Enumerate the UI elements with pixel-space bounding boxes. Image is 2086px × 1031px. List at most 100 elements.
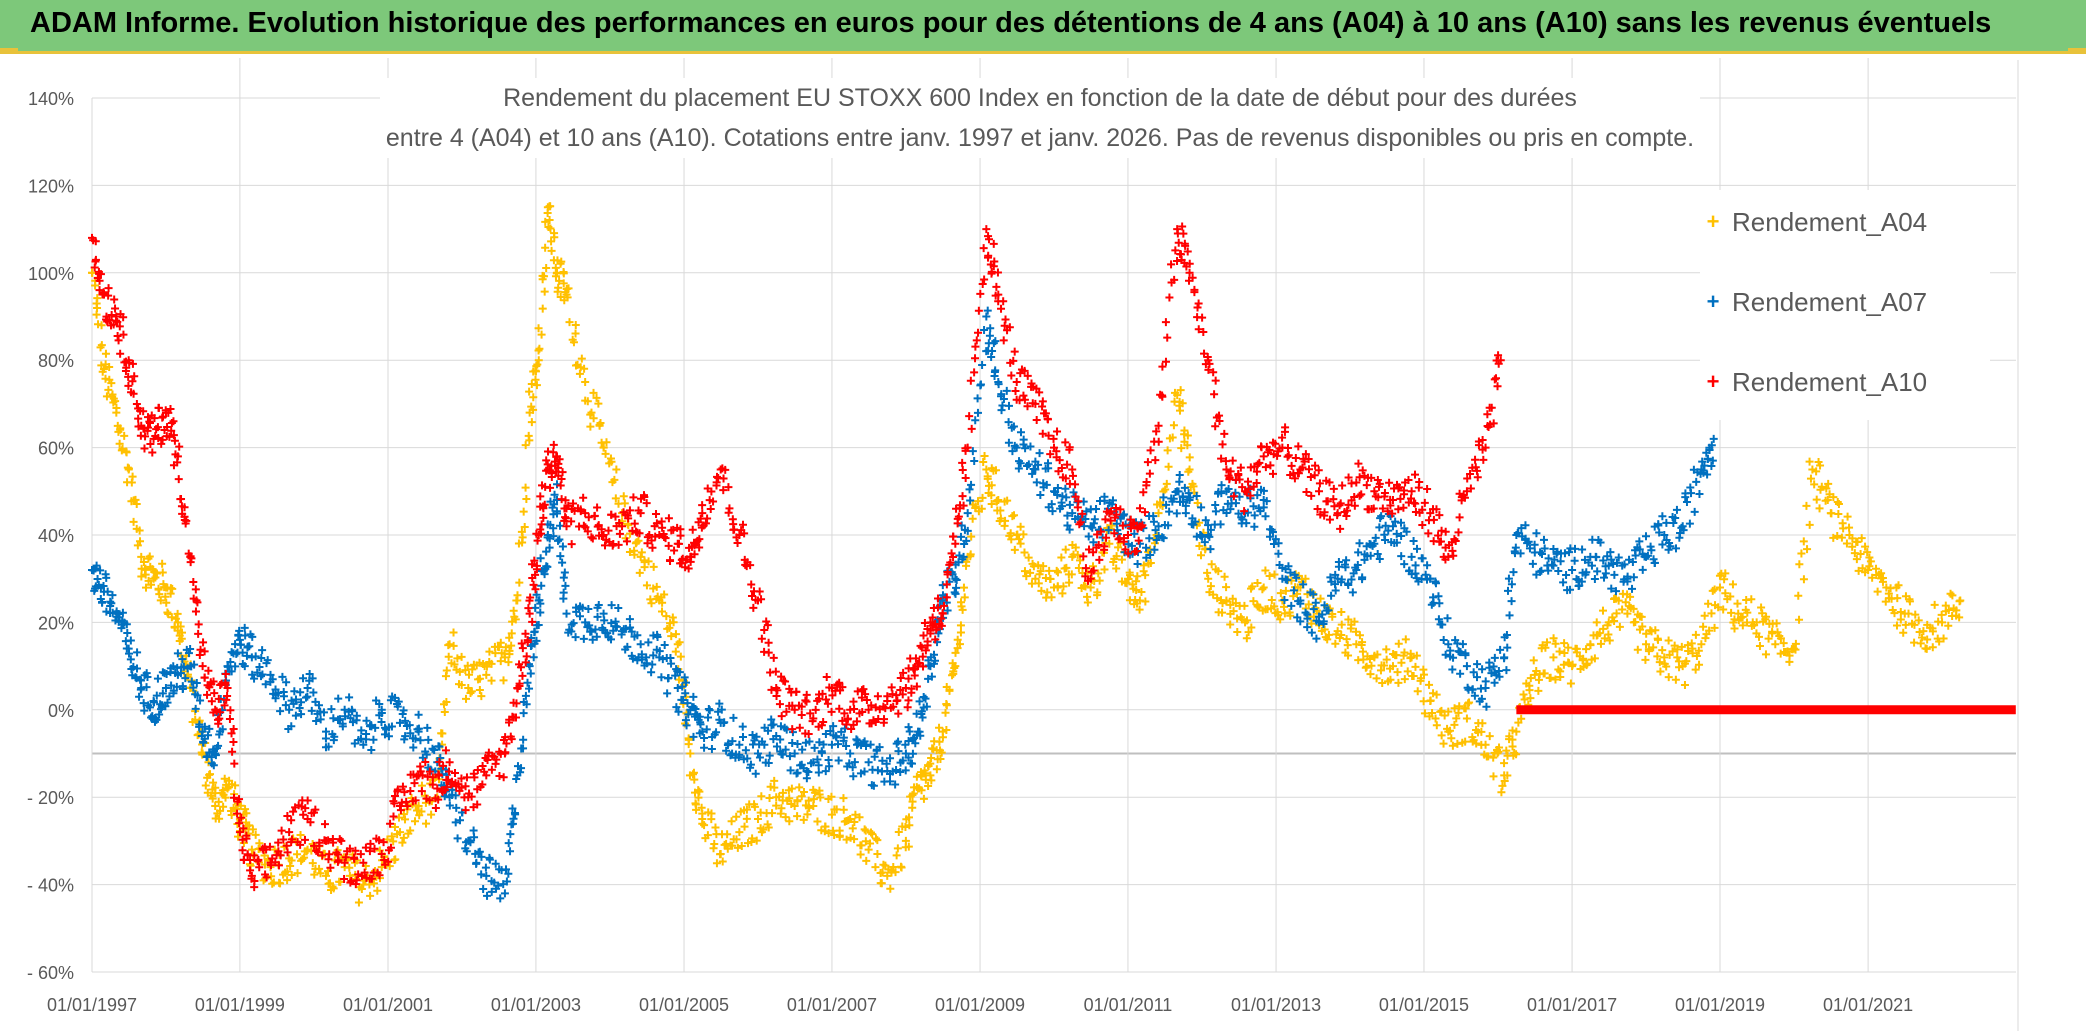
data-point-rendement-a10 bbox=[1336, 524, 1345, 533]
data-point-rendement-a10 bbox=[557, 475, 566, 484]
data-point-rendement-a10 bbox=[515, 681, 524, 690]
data-point-rendement-a04 bbox=[345, 863, 354, 872]
data-point-rendement-a07 bbox=[625, 615, 634, 624]
data-point-rendement-a07 bbox=[184, 649, 193, 658]
data-point-rendement-a07 bbox=[257, 654, 266, 663]
data-point-rendement-a10 bbox=[953, 514, 962, 523]
data-point-rendement-a10 bbox=[473, 800, 482, 809]
data-point-rendement-a07 bbox=[735, 740, 744, 749]
data-point-rendement-a07 bbox=[1224, 485, 1233, 494]
data-point-rendement-a07 bbox=[532, 636, 541, 645]
data-point-rendement-a10 bbox=[838, 683, 847, 692]
data-point-rendement-a04 bbox=[201, 781, 210, 790]
data-point-rendement-a07 bbox=[496, 894, 505, 903]
data-point-rendement-a10 bbox=[199, 638, 208, 647]
data-point-rendement-a07 bbox=[1319, 620, 1328, 629]
data-point-rendement-a04 bbox=[399, 833, 408, 842]
data-point-rendement-a07 bbox=[825, 762, 834, 771]
data-point-rendement-a10 bbox=[904, 696, 913, 705]
y-tick-label: 20% bbox=[38, 613, 74, 633]
data-point-rendement-a10 bbox=[1020, 366, 1029, 375]
data-point-rendement-a10 bbox=[618, 522, 627, 531]
y-tick-label: 140% bbox=[28, 89, 74, 109]
data-point-rendement-a10 bbox=[1217, 454, 1226, 463]
data-point-rendement-a04 bbox=[529, 393, 538, 402]
data-point-rendement-a04 bbox=[700, 821, 709, 830]
data-point-rendement-a07 bbox=[238, 648, 247, 657]
data-point-rendement-a04 bbox=[793, 812, 802, 821]
data-point-rendement-a10 bbox=[287, 835, 296, 844]
data-point-rendement-a07 bbox=[999, 394, 1008, 403]
data-point-rendement-a07 bbox=[664, 673, 673, 682]
data-point-rendement-a10 bbox=[543, 460, 552, 469]
data-point-rendement-a07 bbox=[1262, 497, 1271, 506]
data-point-rendement-a10 bbox=[390, 792, 399, 801]
data-point-rendement-a07 bbox=[1047, 500, 1056, 509]
data-point-rendement-a04 bbox=[563, 293, 572, 302]
data-point-rendement-a10 bbox=[95, 286, 104, 295]
data-point-rendement-a04 bbox=[537, 330, 546, 339]
data-point-rendement-a07 bbox=[309, 688, 318, 697]
data-point-rendement-a10 bbox=[1483, 410, 1492, 419]
data-point-rendement-a10 bbox=[365, 847, 374, 856]
data-point-rendement-a04 bbox=[1776, 634, 1785, 643]
data-point-rendement-a10 bbox=[96, 270, 105, 279]
data-point-rendement-a04 bbox=[1694, 646, 1703, 655]
data-point-rendement-a10 bbox=[274, 861, 283, 870]
data-point-rendement-a04 bbox=[1465, 698, 1474, 707]
data-point-rendement-a04 bbox=[1484, 752, 1493, 761]
data-point-rendement-a07 bbox=[1638, 565, 1647, 574]
data-point-rendement-a04 bbox=[1762, 612, 1771, 621]
data-point-rendement-a10 bbox=[469, 769, 478, 778]
data-point-rendement-a10 bbox=[828, 691, 837, 700]
data-point-rendement-a10 bbox=[867, 701, 876, 710]
data-point-rendement-a07 bbox=[905, 727, 914, 736]
data-point-rendement-a07 bbox=[834, 740, 843, 749]
data-point-rendement-a07 bbox=[1431, 579, 1440, 588]
data-point-rendement-a04 bbox=[413, 806, 422, 815]
data-point-rendement-a04 bbox=[1779, 639, 1788, 648]
data-point-rendement-a07 bbox=[550, 500, 559, 509]
data-point-rendement-a04 bbox=[750, 802, 759, 811]
data-point-rendement-a10 bbox=[788, 701, 797, 710]
data-point-rendement-a04 bbox=[505, 633, 514, 642]
data-point-rendement-a04 bbox=[1540, 669, 1549, 678]
data-point-rendement-a07 bbox=[470, 833, 479, 842]
data-point-rendement-a07 bbox=[1537, 566, 1546, 575]
data-point-rendement-a04 bbox=[521, 441, 530, 450]
data-point-rendement-a07 bbox=[1418, 554, 1427, 563]
data-point-rendement-a10 bbox=[431, 804, 440, 813]
data-point-rendement-a10 bbox=[1313, 504, 1322, 513]
data-point-rendement-a07 bbox=[971, 416, 980, 425]
data-point-rendement-a10 bbox=[337, 836, 346, 845]
data-point-rendement-a04 bbox=[955, 640, 964, 649]
data-point-rendement-a04 bbox=[129, 517, 138, 526]
data-point-rendement-a04 bbox=[1472, 739, 1481, 748]
data-point-rendement-a04 bbox=[482, 662, 491, 671]
data-point-rendement-a04 bbox=[649, 562, 658, 571]
data-point-rendement-a07 bbox=[1388, 522, 1397, 531]
data-point-rendement-a04 bbox=[1692, 651, 1701, 660]
data-point-rendement-a10 bbox=[313, 848, 322, 857]
data-point-rendement-a10 bbox=[1435, 511, 1444, 520]
data-point-rendement-a04 bbox=[958, 605, 967, 614]
data-point-rendement-a04 bbox=[1551, 675, 1560, 684]
data-point-rendement-a10 bbox=[540, 500, 549, 509]
data-point-rendement-a10 bbox=[262, 873, 271, 882]
data-point-rendement-a07 bbox=[1662, 518, 1671, 527]
data-point-rendement-a04 bbox=[247, 845, 256, 854]
data-point-rendement-a07 bbox=[445, 801, 454, 810]
data-point-rendement-a04 bbox=[1733, 599, 1742, 608]
data-point-rendement-a10 bbox=[979, 244, 988, 253]
data-point-rendement-a04 bbox=[551, 263, 560, 272]
data-point-rendement-a04 bbox=[556, 259, 565, 268]
data-point-rendement-a10 bbox=[389, 812, 398, 821]
data-point-rendement-a10 bbox=[894, 709, 903, 718]
data-point-rendement-a07 bbox=[882, 759, 891, 768]
data-point-rendement-a10 bbox=[445, 767, 454, 776]
data-point-rendement-a07 bbox=[106, 597, 115, 606]
data-point-rendement-a10 bbox=[782, 707, 791, 716]
data-point-rendement-a04 bbox=[1045, 566, 1054, 575]
data-point-rendement-a10 bbox=[340, 858, 349, 867]
